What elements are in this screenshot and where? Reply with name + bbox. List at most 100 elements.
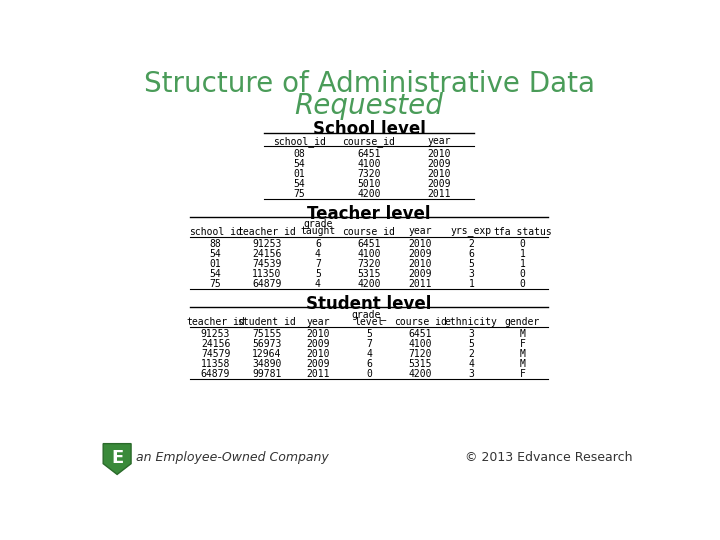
Text: course_id: course_id — [343, 137, 395, 147]
Text: 5010: 5010 — [357, 179, 381, 189]
Text: an Employee-Owned Company: an Employee-Owned Company — [137, 451, 329, 464]
Text: 24156: 24156 — [252, 249, 282, 259]
Text: M: M — [520, 349, 526, 359]
Text: 5315: 5315 — [408, 359, 432, 369]
Text: 2: 2 — [469, 239, 474, 249]
Text: 4100: 4100 — [357, 249, 381, 259]
Text: M: M — [520, 329, 526, 339]
Text: 2009: 2009 — [427, 159, 451, 168]
Text: 7120: 7120 — [408, 349, 432, 359]
Text: 2009: 2009 — [306, 339, 330, 349]
Text: 01: 01 — [293, 168, 305, 179]
Text: 54: 54 — [293, 159, 305, 168]
Text: 6451: 6451 — [357, 239, 381, 249]
Text: 6451: 6451 — [408, 329, 432, 339]
Text: course_id: course_id — [343, 226, 395, 238]
Text: 91253: 91253 — [252, 239, 282, 249]
Text: 6: 6 — [366, 359, 372, 369]
Text: 6: 6 — [315, 239, 321, 249]
Text: 54: 54 — [210, 249, 222, 259]
Text: 5: 5 — [366, 329, 372, 339]
Text: 75155: 75155 — [252, 329, 282, 339]
Text: 08: 08 — [293, 148, 305, 159]
Text: 99781: 99781 — [252, 369, 282, 379]
Text: 4: 4 — [315, 249, 321, 259]
Text: 2010: 2010 — [408, 239, 432, 249]
Text: 2011: 2011 — [408, 279, 432, 289]
Text: 6451: 6451 — [357, 148, 381, 159]
Text: 5: 5 — [469, 259, 474, 269]
Text: year: year — [306, 316, 330, 327]
Text: 2011: 2011 — [427, 189, 451, 199]
Text: 34890: 34890 — [252, 359, 282, 369]
Text: year: year — [427, 137, 451, 146]
Text: 0: 0 — [366, 369, 372, 379]
Text: 2010: 2010 — [408, 259, 432, 269]
Text: 24156: 24156 — [201, 339, 230, 349]
Text: 0: 0 — [520, 269, 526, 279]
Text: grade: grade — [303, 219, 333, 229]
Text: 0: 0 — [520, 239, 526, 249]
Text: school_id: school_id — [189, 226, 242, 238]
Text: M: M — [520, 359, 526, 369]
Text: 6: 6 — [469, 249, 474, 259]
Text: 1: 1 — [469, 279, 474, 289]
Text: Teacher level: Teacher level — [307, 205, 431, 223]
Text: 91253: 91253 — [201, 329, 230, 339]
Text: 54: 54 — [293, 179, 305, 189]
Text: 4100: 4100 — [408, 339, 432, 349]
Text: 3: 3 — [469, 369, 474, 379]
Text: F: F — [520, 339, 526, 349]
Text: 7: 7 — [315, 259, 321, 269]
Text: 4: 4 — [366, 349, 372, 359]
Text: teacher_id: teacher_id — [238, 226, 296, 238]
Text: 5315: 5315 — [357, 269, 381, 279]
Text: 2010: 2010 — [306, 329, 330, 339]
Text: grade_: grade_ — [351, 309, 387, 320]
Text: course_id: course_id — [394, 316, 446, 327]
Text: teacher_id: teacher_id — [186, 316, 245, 327]
Text: 0: 0 — [520, 279, 526, 289]
Text: gender: gender — [505, 316, 540, 327]
Text: 88: 88 — [210, 239, 222, 249]
Text: 4200: 4200 — [357, 279, 381, 289]
Text: 2011: 2011 — [306, 369, 330, 379]
Text: 2010: 2010 — [427, 168, 451, 179]
Text: 4200: 4200 — [357, 189, 381, 199]
Text: 2009: 2009 — [427, 179, 451, 189]
Text: taught: taught — [300, 226, 336, 237]
Text: 2010: 2010 — [427, 148, 451, 159]
Text: 11358: 11358 — [201, 359, 230, 369]
Polygon shape — [103, 444, 131, 475]
Text: student_id: student_id — [238, 316, 296, 327]
Text: 2: 2 — [469, 349, 474, 359]
Text: 56973: 56973 — [252, 339, 282, 349]
Text: 74539: 74539 — [252, 259, 282, 269]
Text: © 2013 Edvance Research: © 2013 Edvance Research — [465, 451, 632, 464]
Text: 7320: 7320 — [357, 259, 381, 269]
Text: 4100: 4100 — [357, 159, 381, 168]
Text: Structure of Administrative Data: Structure of Administrative Data — [143, 70, 595, 98]
Text: tfa_status: tfa_status — [493, 226, 552, 238]
Text: 2009: 2009 — [408, 249, 432, 259]
Text: Requested: Requested — [294, 92, 444, 120]
Text: 54: 54 — [210, 269, 222, 279]
Text: 2010: 2010 — [306, 349, 330, 359]
Text: yrs_exp: yrs_exp — [451, 226, 492, 237]
Text: School level: School level — [312, 120, 426, 138]
Text: 01: 01 — [210, 259, 222, 269]
Text: 75: 75 — [293, 189, 305, 199]
Text: school_id: school_id — [273, 137, 325, 147]
Text: 3: 3 — [469, 269, 474, 279]
Text: 4200: 4200 — [408, 369, 432, 379]
Text: 7320: 7320 — [357, 168, 381, 179]
Text: level: level — [354, 316, 384, 327]
Text: F: F — [520, 369, 526, 379]
Text: 75: 75 — [210, 279, 222, 289]
Text: 74579: 74579 — [201, 349, 230, 359]
Text: 64879: 64879 — [201, 369, 230, 379]
Text: 11350: 11350 — [252, 269, 282, 279]
Text: year: year — [408, 226, 432, 237]
Text: 4: 4 — [315, 279, 321, 289]
Text: 2009: 2009 — [306, 359, 330, 369]
